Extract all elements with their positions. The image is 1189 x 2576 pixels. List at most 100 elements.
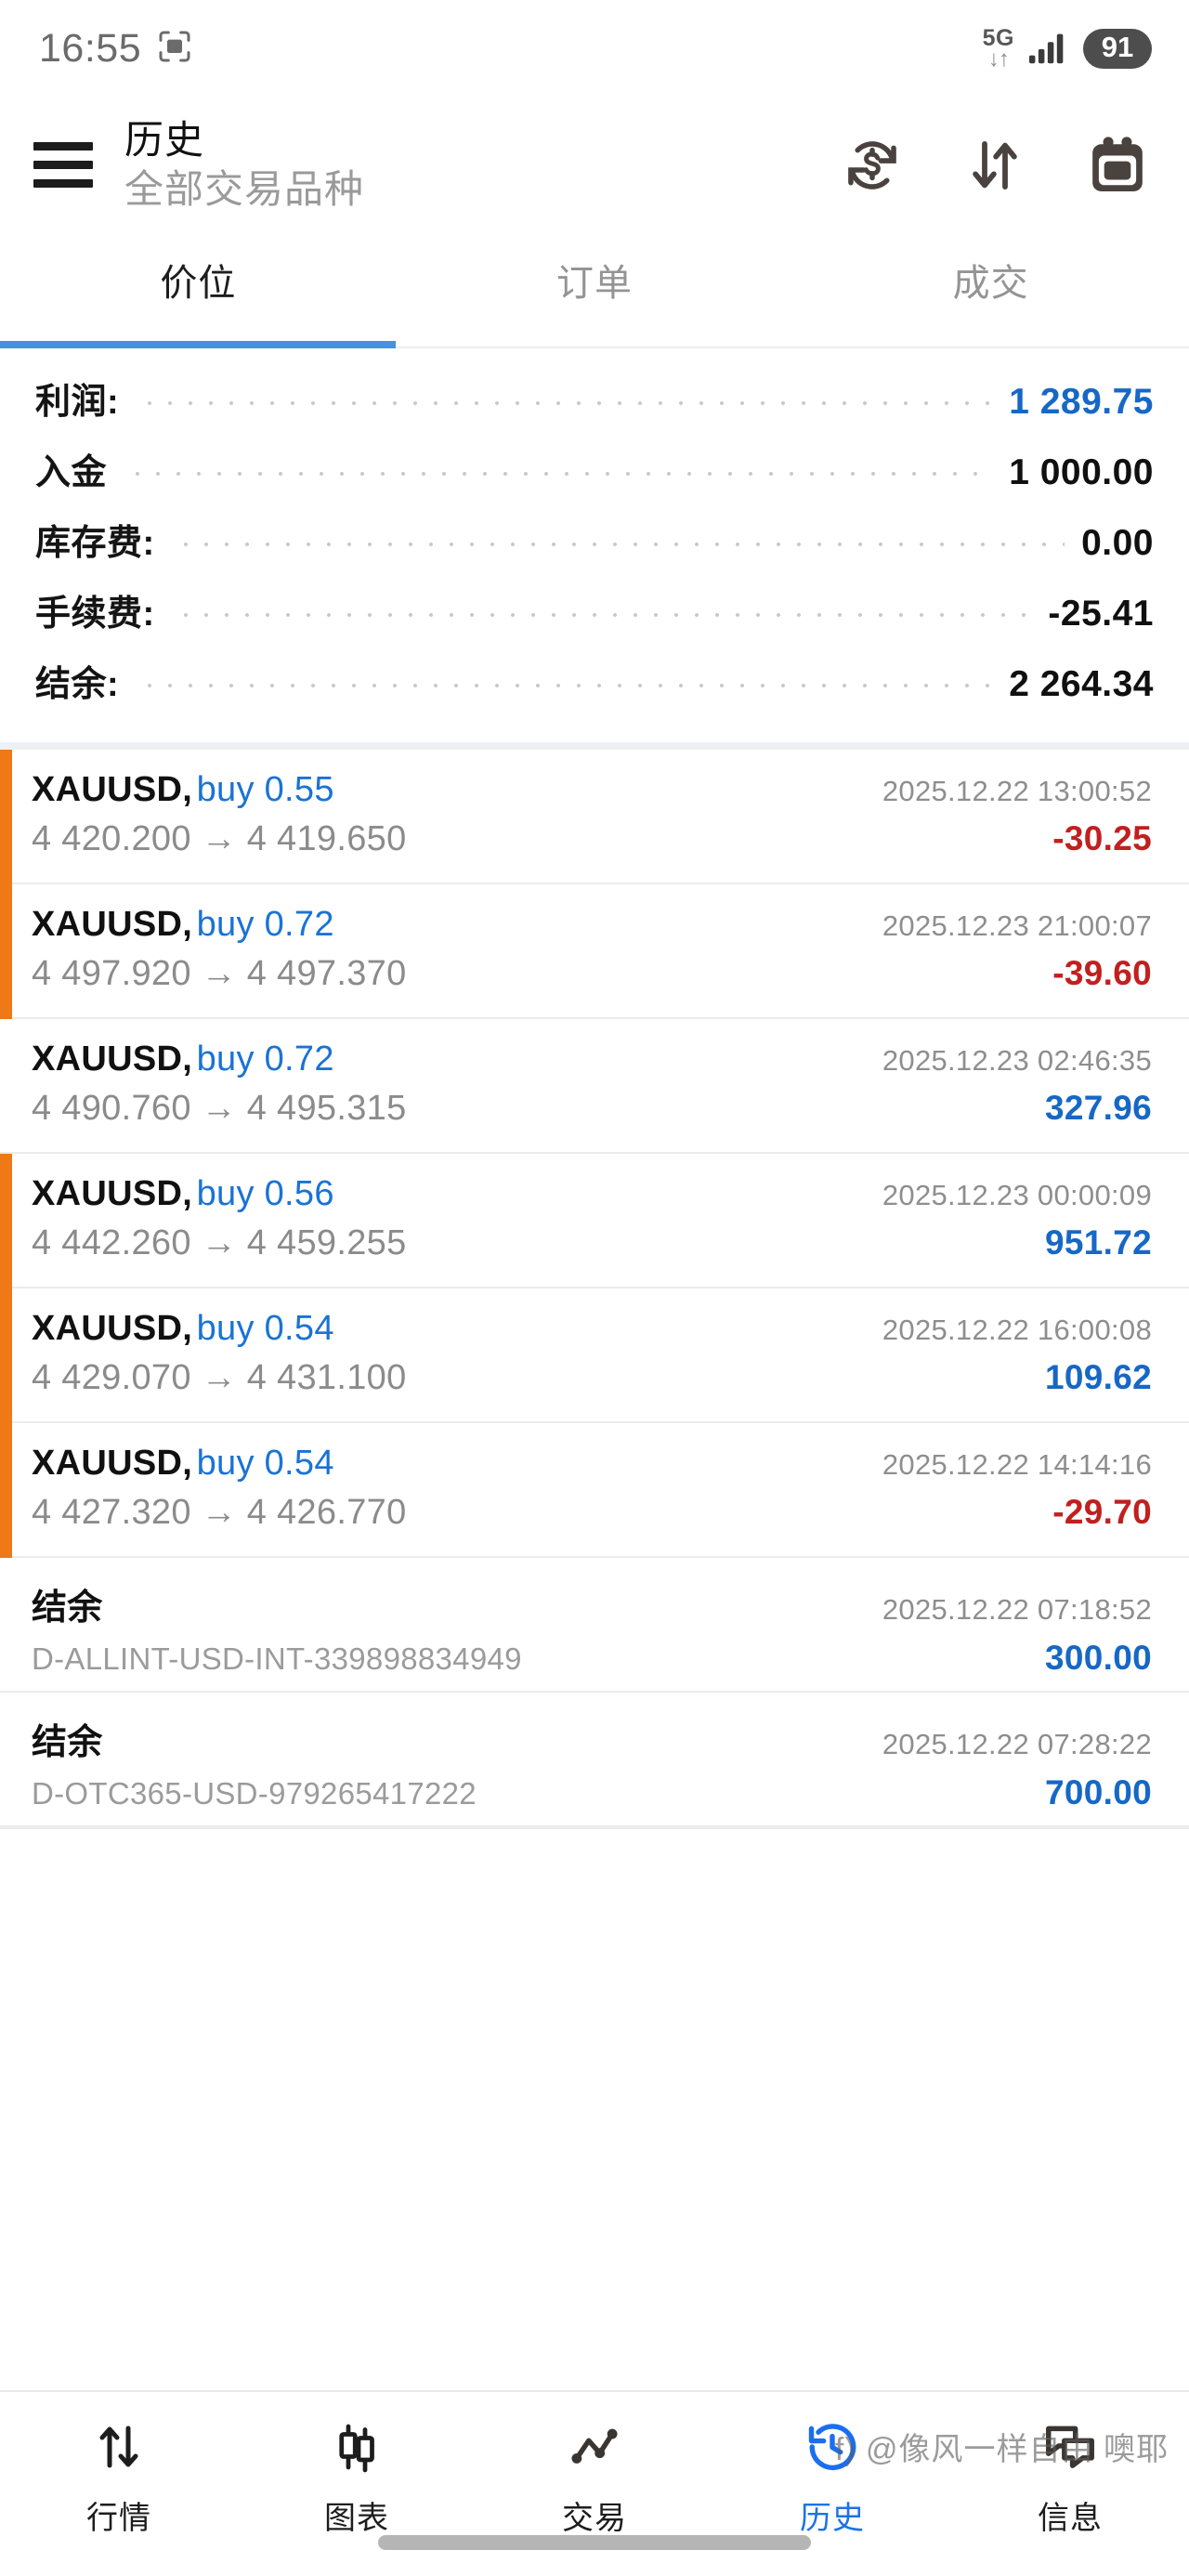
deal-symbol: XAUUSD, <box>32 1040 193 1079</box>
table-row[interactable]: 结余 2025.12.22 07:28:22 D-OTC365-USD-9792… <box>0 1693 1189 1827</box>
nav-label-trade: 交易 <box>562 2501 627 2536</box>
currency-refresh-icon[interactable] <box>838 131 907 200</box>
deal-instrument: XAUUSD, buy 0.72 <box>32 1040 334 1079</box>
summary-row-profit: 利润: 1 289.75 <box>35 373 1154 443</box>
candlestick-chart-icon <box>329 2413 385 2481</box>
deal-instrument: XAUUSD, buy 0.54 <box>32 1444 334 1484</box>
table-row[interactable]: XAUUSD, buy 0.54 2025.12.22 16:00:08 4 4… <box>0 1288 1189 1423</box>
deal-instrument: XAUUSD, buy 0.72 <box>32 905 334 945</box>
deal-time: 2025.12.22 13:00:52 <box>882 775 1152 807</box>
deal-profit: -30.25 <box>1052 819 1152 857</box>
balance-comment: D-OTC365-USD-979265417222 <box>32 1776 477 1811</box>
deal-action: buy 0.72 <box>196 905 334 944</box>
status-bar-right: 5G ↓↑ 91 <box>983 27 1152 71</box>
calendar-icon[interactable] <box>1083 131 1152 200</box>
section-separator <box>0 742 1189 750</box>
deal-row-bottom: 4 420.200 → 4 419.650 -30.25 <box>32 819 1152 859</box>
home-indicator[interactable] <box>378 2535 811 2550</box>
deal-row-top: XAUUSD, buy 0.72 2025.12.23 21:00:07 <box>32 905 1152 945</box>
deal-instrument: XAUUSD, buy 0.54 <box>32 1309 334 1349</box>
status-bar: 16:55 5G ↓↑ 9 <box>0 0 1189 98</box>
table-row[interactable]: XAUUSD, buy 0.72 2025.12.23 21:00:07 4 4… <box>0 884 1189 1019</box>
tab-deals[interactable]: 成交 <box>792 232 1189 348</box>
deal-prices: 4 497.920 → 4 497.370 <box>32 954 407 993</box>
deal-row-top: 结余 2025.12.22 07:18:52 <box>32 1578 1152 1629</box>
deal-instrument: XAUUSD, buy 0.55 <box>32 770 334 810</box>
deal-row-bottom: 4 427.320 → 4 426.770 -29.70 <box>32 1493 1152 1533</box>
hamburger-menu-icon[interactable] <box>33 135 95 196</box>
header-actions <box>838 131 1157 200</box>
deal-action: buy 0.54 <box>196 1444 334 1483</box>
summary-row-commission: 手续费: -25.41 <box>35 584 1154 655</box>
leader-dots <box>127 469 993 478</box>
deal-symbol: XAUUSD, <box>32 905 193 944</box>
network-type-indicator: 5G ↓↑ <box>983 27 1014 71</box>
network-traffic-arrows: ↓↑ <box>987 46 1010 72</box>
deal-symbol: XAUUSD, <box>32 1309 193 1348</box>
summary-value: 2 264.34 <box>1009 664 1154 704</box>
summary-label: 结余: <box>35 665 120 704</box>
leader-dots <box>139 681 993 690</box>
deal-row-bottom: 4 497.920 → 4 497.370 -39.60 <box>32 954 1152 994</box>
deal-time: 2025.12.22 07:28:22 <box>882 1728 1152 1760</box>
page-title: 历史 <box>124 117 205 162</box>
trade-line-icon <box>566 2413 623 2481</box>
summary-row-balance: 结余: 2 264.34 <box>35 655 1154 726</box>
history-tabs: 价位 订单 成交 <box>0 232 1189 348</box>
deal-profit: -29.70 <box>1052 1493 1152 1531</box>
leader-dots <box>175 540 1065 549</box>
deal-prices: 4 490.760 → 4 495.315 <box>32 1089 407 1128</box>
deal-profit: 109.62 <box>1045 1358 1152 1396</box>
deal-symbol: XAUUSD, <box>32 1174 193 1213</box>
nav-item-quotes[interactable]: 行情 <box>0 2413 238 2538</box>
deal-row-top: XAUUSD, buy 0.55 2025.12.22 13:00:52 <box>32 770 1152 810</box>
tab-prices[interactable]: 价位 <box>0 232 397 348</box>
deal-profit: 327.96 <box>1045 1089 1152 1127</box>
table-row[interactable]: XAUUSD, buy 0.54 2025.12.22 14:14:16 4 4… <box>0 1423 1189 1558</box>
summary-label: 手续费: <box>35 595 155 634</box>
signal-bars-icon <box>1027 28 1070 70</box>
nav-item-trade[interactable]: 交易 <box>476 2413 713 2538</box>
tabs-divider <box>0 347 1189 348</box>
deal-symbol: XAUUSD, <box>32 1444 193 1483</box>
leader-dots <box>175 610 1032 620</box>
table-row[interactable]: 结余 2025.12.22 07:18:52 D-ALLINT-USD-INT-… <box>0 1558 1189 1693</box>
summary-label: 入金 <box>35 453 108 492</box>
battery-level-badge: 91 <box>1083 29 1152 69</box>
nav-label-history: 历史 <box>800 2501 865 2536</box>
nav-item-charts[interactable]: 图表 <box>238 2413 476 2538</box>
summary-value: 1 289.75 <box>1009 382 1154 422</box>
deal-time: 2025.12.23 21:00:07 <box>882 909 1152 942</box>
tab-deals-label: 成交 <box>952 263 1029 304</box>
deal-time: 2025.12.22 16:00:08 <box>882 1314 1152 1346</box>
deal-row-bottom: D-OTC365-USD-979265417222 700.00 <box>32 1773 1152 1812</box>
deal-time: 2025.12.22 07:18:52 <box>882 1593 1152 1626</box>
deal-row-top: XAUUSD, buy 0.54 2025.12.22 14:14:16 <box>32 1444 1152 1484</box>
nav-item-history[interactable]: 历史 <box>713 2413 951 2538</box>
messages-chat-icon <box>1041 2413 1099 2481</box>
balance-title: 结余 <box>32 1723 103 1762</box>
deal-row-top: XAUUSD, buy 0.56 2025.12.23 00:00:09 <box>32 1174 1152 1214</box>
deal-profit: -39.60 <box>1052 954 1152 992</box>
quotes-arrows-icon <box>91 2413 147 2481</box>
nav-item-messages[interactable]: 信息 <box>951 2413 1189 2538</box>
summary-value: 0.00 <box>1081 523 1154 563</box>
balance-comment: D-ALLINT-USD-INT-339898834949 <box>32 1641 522 1676</box>
deal-prices: 4 442.260 → 4 459.255 <box>32 1223 407 1262</box>
deal-time: 2025.12.23 02:46:35 <box>882 1044 1152 1077</box>
tab-active-underline <box>0 341 396 348</box>
table-row[interactable]: XAUUSD, buy 0.55 2025.12.22 13:00:52 4 4… <box>0 750 1189 884</box>
table-row[interactable]: XAUUSD, buy 0.72 2025.12.23 02:46:35 4 4… <box>0 1019 1189 1154</box>
deal-action: buy 0.55 <box>196 770 334 809</box>
table-row[interactable]: XAUUSD, buy 0.56 2025.12.23 00:00:09 4 4… <box>0 1154 1189 1288</box>
leader-dots <box>139 399 993 408</box>
sort-icon[interactable] <box>960 131 1029 200</box>
history-list: XAUUSD, buy 0.55 2025.12.22 13:00:52 4 4… <box>0 750 1189 1827</box>
deal-profit: 700.00 <box>1045 1773 1152 1811</box>
deal-row-top: XAUUSD, buy 0.72 2025.12.23 02:46:35 <box>32 1040 1152 1079</box>
balance-title: 结余 <box>32 1589 103 1628</box>
header-titles: 历史 全部交易品种 <box>124 118 364 212</box>
deal-action: buy 0.54 <box>196 1309 334 1348</box>
tab-orders[interactable]: 订单 <box>397 232 793 348</box>
